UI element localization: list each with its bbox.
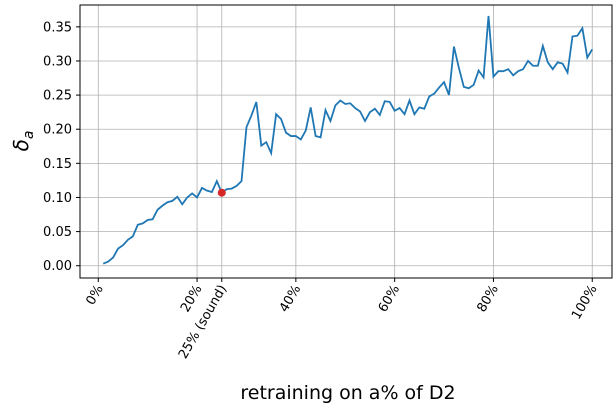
x-tick-label: 80% — [474, 283, 501, 316]
x-tick-label: 60% — [376, 283, 403, 316]
x-axis-label: retraining on a% of D2 — [240, 382, 455, 404]
y-label-symbol: δ — [9, 139, 33, 151]
x-tick-label: 25% (sound) — [176, 283, 230, 362]
y-tick-label: 0.35 — [43, 20, 72, 35]
x-tick-label: 40% — [277, 283, 304, 316]
y-axis-label: δa — [9, 131, 37, 152]
y-tick-label: 0.30 — [43, 54, 72, 69]
highlight-point — [217, 188, 226, 197]
y-tick-label: 0.00 — [43, 259, 72, 274]
y-label-subscript: a — [21, 131, 37, 140]
plot-frame — [79, 4, 613, 279]
x-tick-label: 100% — [569, 283, 601, 323]
x-tick-label: 0% — [83, 283, 106, 308]
y-tick-label: 0.10 — [43, 191, 72, 206]
y-tick-label: 0.05 — [43, 225, 72, 240]
y-tick-label: 0.25 — [43, 89, 72, 104]
line — [102, 15, 594, 265]
y-tick-label: 0.20 — [43, 123, 72, 138]
y-tick-label: 0.15 — [43, 157, 72, 172]
